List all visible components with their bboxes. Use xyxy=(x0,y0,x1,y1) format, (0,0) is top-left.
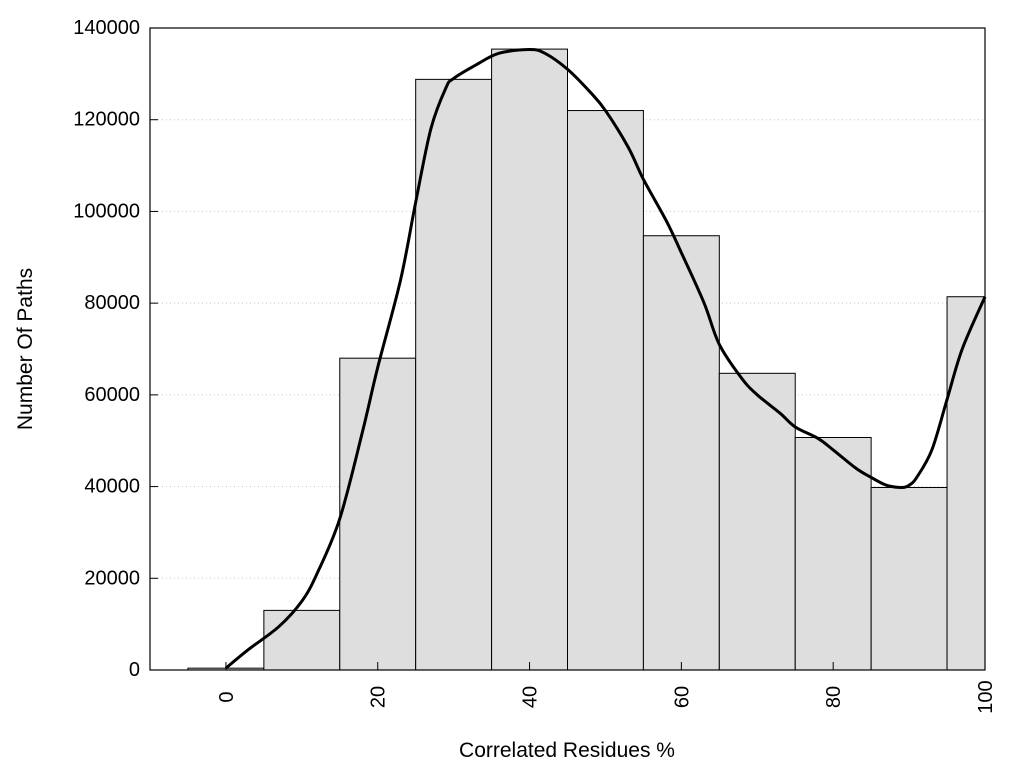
histogram-bar xyxy=(870,486,948,671)
x-tick-label: 60 xyxy=(671,686,693,708)
y-tick-label: 140000 xyxy=(73,17,140,39)
histogram-bar xyxy=(415,78,493,671)
density-curve-line xyxy=(224,48,987,670)
histogram-bars xyxy=(187,48,986,671)
y-axis-label: Number Of Paths xyxy=(14,268,37,430)
x-tick-label: 20 xyxy=(368,686,390,708)
y-tick-label: 100000 xyxy=(73,200,140,222)
histogram-bar xyxy=(642,235,720,671)
plot-frame xyxy=(149,27,986,671)
histogram-bar xyxy=(567,110,644,671)
x-tick-label: 100 xyxy=(975,680,997,713)
histogram-bar xyxy=(946,296,986,671)
y-tick-label: 20000 xyxy=(84,567,140,589)
y-tick-label: 0 xyxy=(129,659,140,681)
x-tick-label: 0 xyxy=(216,691,238,702)
x-tick-label: 40 xyxy=(520,686,542,708)
y-tick-label: 40000 xyxy=(84,476,140,498)
y-tick-label: 80000 xyxy=(84,292,140,314)
histogram-bar xyxy=(263,609,341,671)
x-tick-label: 80 xyxy=(823,686,845,708)
y-axis-ticks: 0 20000 40000 60000 80000 100000 120000 140000 xyxy=(73,17,158,681)
density-curve xyxy=(224,48,987,670)
histogram-bar xyxy=(339,357,417,671)
y-tick-label: 60000 xyxy=(84,384,140,406)
x-axis-label: Correlated Residues % xyxy=(459,739,675,762)
y-tick-label: 120000 xyxy=(73,109,140,131)
histogram-bar xyxy=(491,48,568,671)
x-axis-ticks: 0 20 40 60 80 100 xyxy=(216,662,997,714)
